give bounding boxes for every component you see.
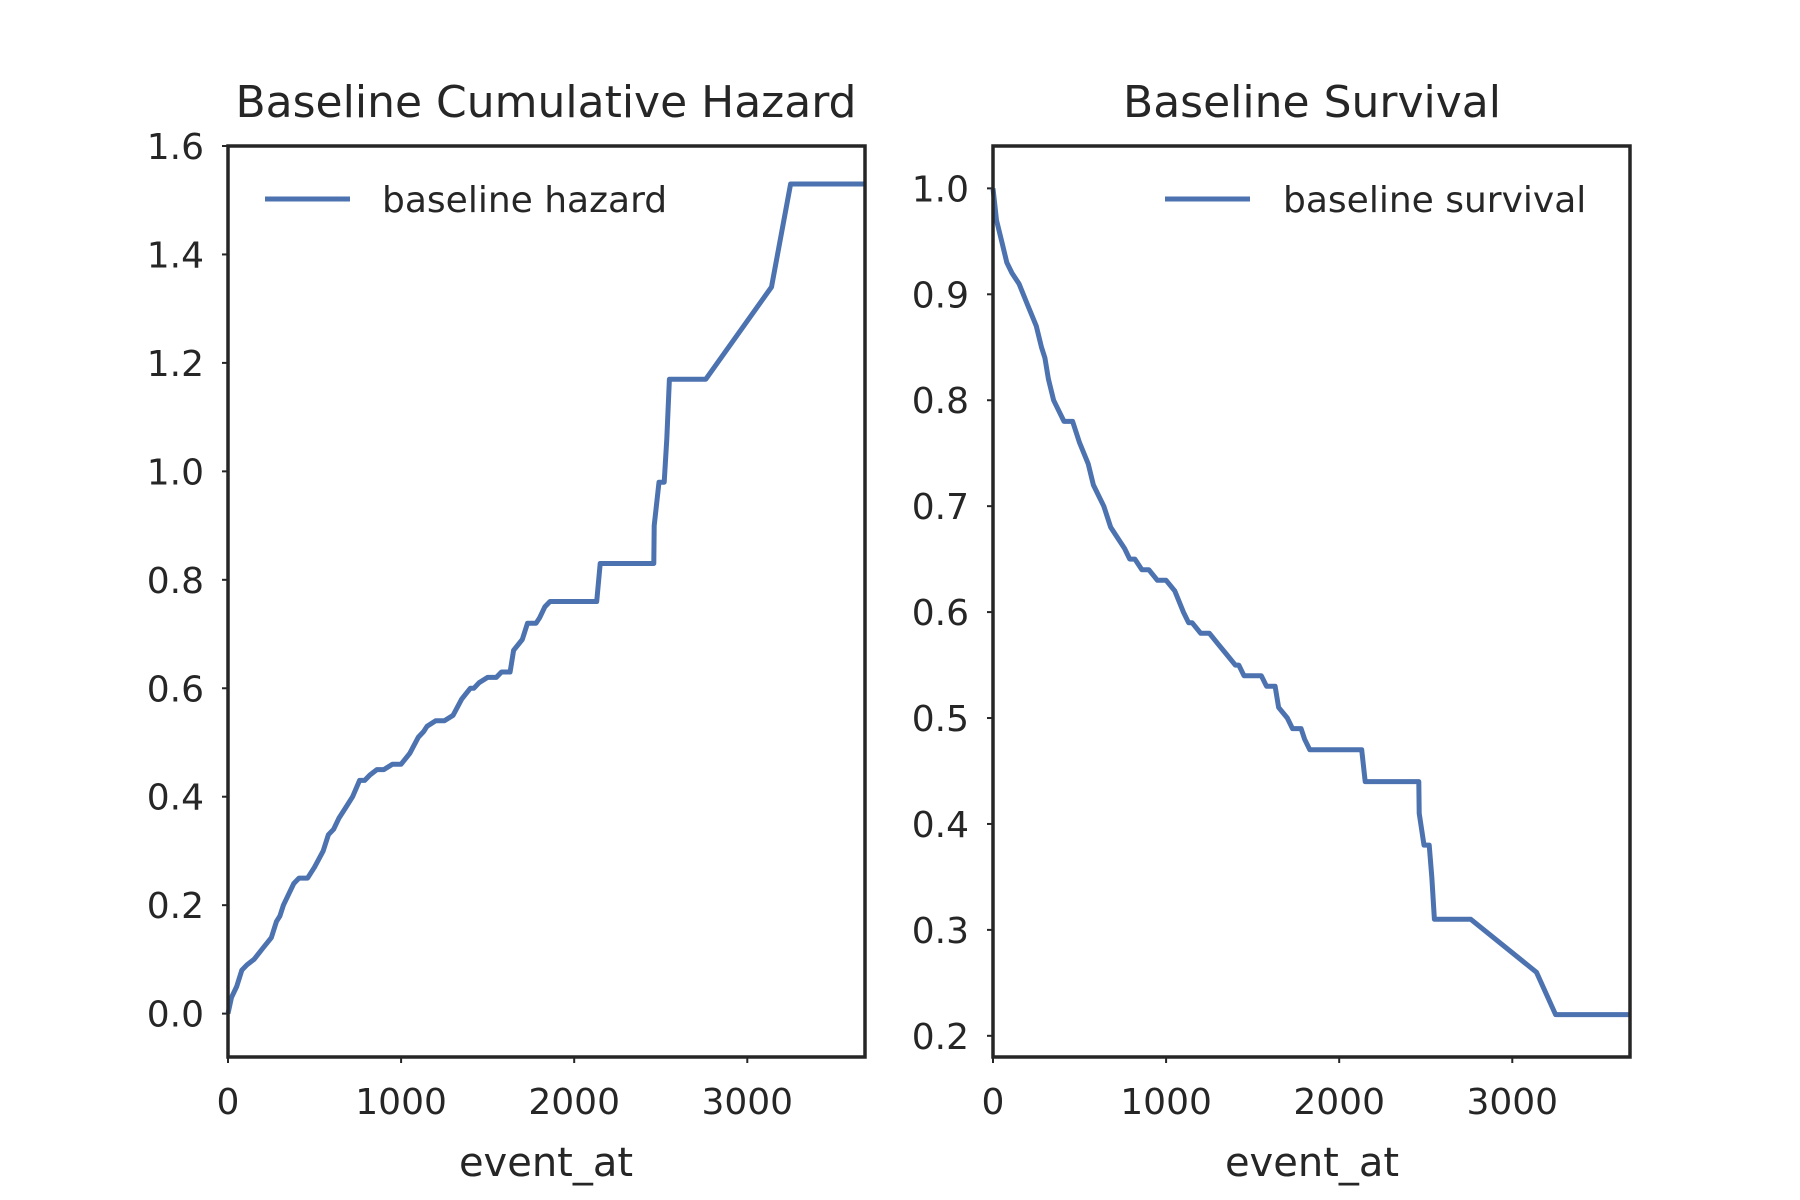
hazard-y-tick-label: 1.2 bbox=[147, 344, 204, 385]
survival-axes-frame bbox=[991, 144, 1632, 1059]
hazard-y-tick-label: 0.4 bbox=[147, 778, 204, 819]
survival-x-tick-label: 0 bbox=[982, 1082, 1005, 1123]
hazard-y-tick-label: 0.8 bbox=[147, 561, 204, 602]
survival-y-tick-label: 1.0 bbox=[912, 169, 969, 210]
survival-y-tick-label: 0.5 bbox=[912, 699, 969, 740]
hazard-chart: Baseline Cumulative Hazard 0.00.20.40.60… bbox=[147, 77, 867, 1186]
hazard-chart-title: Baseline Cumulative Hazard bbox=[235, 77, 856, 128]
hazard-legend-label: baseline hazard bbox=[382, 180, 667, 221]
survival-y-tick-label: 0.7 bbox=[912, 487, 969, 528]
survival-y-tick-label: 0.8 bbox=[912, 381, 969, 422]
survival-y-tick-label: 0.3 bbox=[912, 911, 969, 952]
hazard-x-tick-label: 0 bbox=[217, 1082, 240, 1123]
hazard-legend: baseline hazard bbox=[265, 180, 667, 221]
survival-y-tick-label: 0.2 bbox=[912, 1017, 969, 1058]
hazard-series-line bbox=[225, 181, 865, 1015]
survival-x-tick-label: 2000 bbox=[1293, 1082, 1385, 1123]
hazard-y-tick-label: 0.2 bbox=[147, 886, 204, 927]
survival-legend: baseline survival bbox=[1165, 180, 1586, 221]
survival-x-ticks: 0 1000 2000 3000 bbox=[982, 1057, 1558, 1123]
hazard-x-axis-label: event_at bbox=[459, 1140, 633, 1186]
hazard-y-tick-label: 1.4 bbox=[147, 235, 204, 276]
hazard-axes-frame bbox=[226, 144, 867, 1059]
survival-y-tick-label: 0.6 bbox=[912, 593, 969, 634]
hazard-x-tick-label: 2000 bbox=[528, 1082, 620, 1123]
hazard-x-tick-label: 1000 bbox=[355, 1082, 447, 1123]
hazard-y-ticks: 0.0 0.2 0.4 0.6 0.8 1.0 1.2 1.4 1.6 bbox=[147, 127, 228, 1036]
hazard-y-tick-label: 1.6 bbox=[147, 127, 204, 168]
hazard-x-ticks: 0 1000 2000 3000 bbox=[217, 1057, 793, 1123]
hazard-y-tick-label: 1.0 bbox=[147, 452, 204, 493]
hazard-y-tick-label: 0.6 bbox=[147, 669, 204, 710]
survival-series-line bbox=[990, 188, 1630, 1018]
survival-x-tick-label: 1000 bbox=[1120, 1082, 1212, 1123]
survival-legend-label: baseline survival bbox=[1283, 180, 1586, 221]
survival-y-ticks: 0.2 0.3 0.4 0.5 0.6 0.7 0.8 0.9 1.0 bbox=[912, 169, 993, 1058]
survival-x-tick-label: 3000 bbox=[1466, 1082, 1558, 1123]
survival-x-axis-label: event_at bbox=[1225, 1140, 1399, 1186]
survival-y-tick-label: 0.4 bbox=[912, 805, 969, 846]
survival-chart: Baseline Survival 0.20.30.40.50.60.70.80… bbox=[912, 77, 1632, 1186]
survival-chart-title: Baseline Survival bbox=[1123, 77, 1501, 128]
survival-y-tick-label: 0.9 bbox=[912, 275, 969, 316]
hazard-y-tick-label: 0.0 bbox=[147, 995, 204, 1036]
hazard-x-tick-label: 3000 bbox=[701, 1082, 793, 1123]
